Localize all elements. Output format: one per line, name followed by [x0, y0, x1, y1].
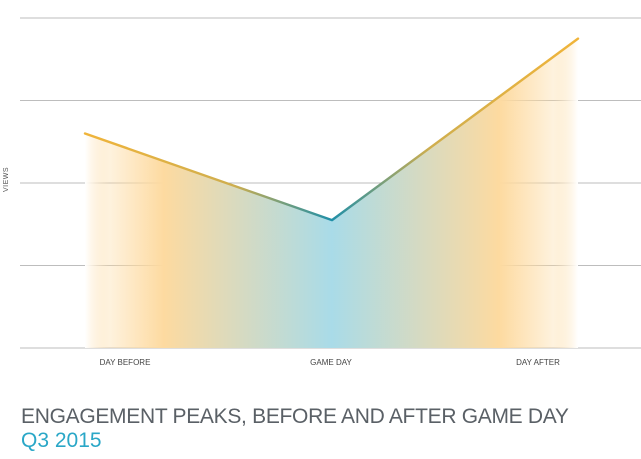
area-shading	[85, 38, 578, 348]
series-line	[83, 37, 580, 222]
y-axis-label: VIEWS	[3, 166, 11, 193]
x-tick-label: DAY BEFORE	[100, 358, 151, 367]
x-tick-label: GAME DAY	[310, 358, 352, 367]
x-axis: DAY BEFORE GAME DAY DAY AFTER	[100, 358, 560, 367]
chart-title: ENGAGEMENT PEAKS, BEFORE AND AFTER GAME …	[21, 405, 569, 428]
area-fill	[85, 38, 578, 348]
chart-subtitle: Q3 2015	[21, 429, 102, 452]
series-line-group	[83, 37, 580, 222]
x-tick-label: DAY AFTER	[516, 358, 560, 367]
